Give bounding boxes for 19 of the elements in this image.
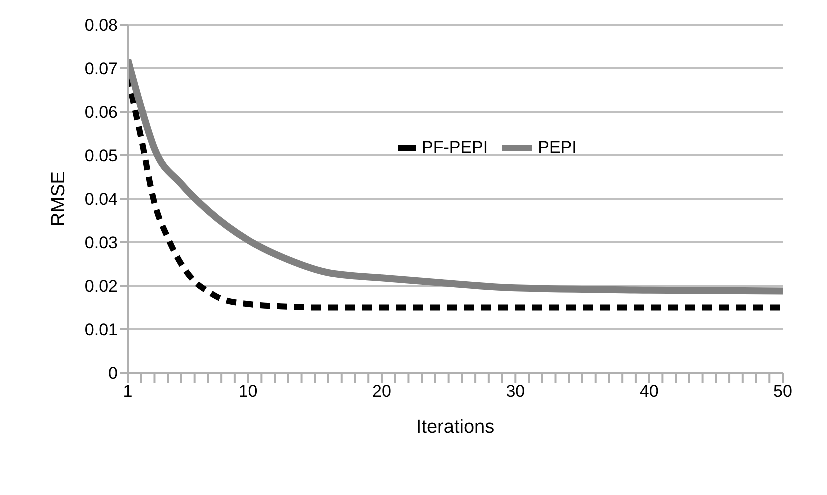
x-tick-label: 20 — [372, 382, 392, 402]
y-tick-label: 0.01 — [84, 320, 118, 340]
y-tick-label: 0.05 — [84, 146, 118, 166]
x-tick-label: 10 — [238, 382, 258, 402]
y-tick-label: 0.04 — [84, 190, 118, 210]
x-tick-label: 40 — [640, 382, 659, 402]
y-tick-label: 0.08 — [84, 16, 118, 36]
y-tick-label: 0.03 — [84, 234, 118, 253]
x-tick-label: 50 — [774, 382, 792, 402]
y-tick-label: 0.02 — [84, 277, 118, 296]
y-tick-label: 0.06 — [84, 103, 118, 122]
y-axis-title: RMSE — [48, 172, 70, 226]
x-tick-label: 30 — [506, 382, 526, 402]
legend-label: PF-PEPI — [422, 138, 488, 158]
x-axis-title: Iterations — [416, 417, 495, 438]
x-tick-label: 1 — [123, 382, 133, 402]
legend-label: PEPI — [538, 138, 577, 158]
y-tick-label: 0 — [108, 364, 118, 384]
y-tick-label: 0.07 — [84, 60, 118, 79]
